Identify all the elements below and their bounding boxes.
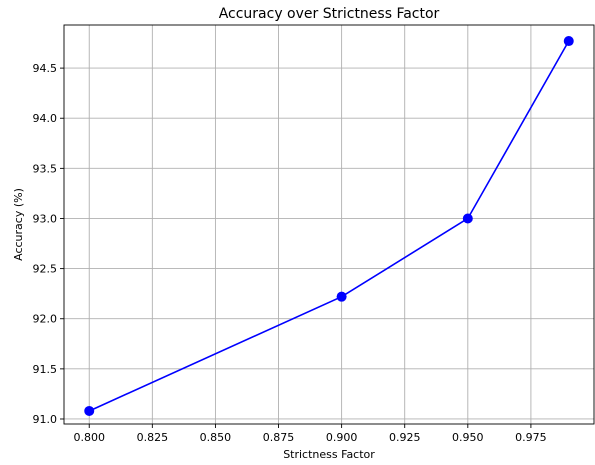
y-tick-label: 92.5 <box>33 263 58 276</box>
y-axis-ticks: 91.0 91.5 92.0 92.5 93.0 93.5 94.0 94.5 <box>33 62 64 426</box>
x-tick-label: 0.950 <box>452 431 484 444</box>
y-tick-label: 93.5 <box>33 162 58 175</box>
y-tick-label: 91.0 <box>33 413 58 426</box>
x-axis-label: Strictness Factor <box>283 448 375 461</box>
y-tick-label: 91.5 <box>33 363 58 376</box>
y-axis-label: Accuracy (%) <box>12 188 25 261</box>
data-point <box>336 291 347 302</box>
grid <box>64 25 594 424</box>
y-tick-label: 94.0 <box>33 112 58 125</box>
x-tick-label: 0.875 <box>263 431 295 444</box>
y-tick-label: 93.0 <box>33 212 58 225</box>
data-point <box>84 405 95 416</box>
data-point <box>563 36 574 47</box>
plot-frame <box>63 24 595 425</box>
data-point <box>462 213 473 224</box>
x-tick-label: 0.825 <box>137 431 169 444</box>
series-line <box>88 40 570 412</box>
series-layer <box>84 36 574 416</box>
y-tick-label: 92.0 <box>33 313 58 326</box>
x-tick-label: 0.900 <box>326 431 358 444</box>
chart-title: Accuracy over Strictness Factor <box>219 6 440 22</box>
x-axis-ticks: 0.800 0.825 0.850 0.875 0.900 0.925 0.950 0.975 <box>73 424 547 444</box>
x-tick-label: 0.925 <box>389 431 421 444</box>
x-tick-label: 0.850 <box>200 431 232 444</box>
x-tick-label: 0.975 <box>515 431 547 444</box>
x-tick-label: 0.800 <box>73 431 105 444</box>
y-tick-label: 94.5 <box>33 62 58 75</box>
